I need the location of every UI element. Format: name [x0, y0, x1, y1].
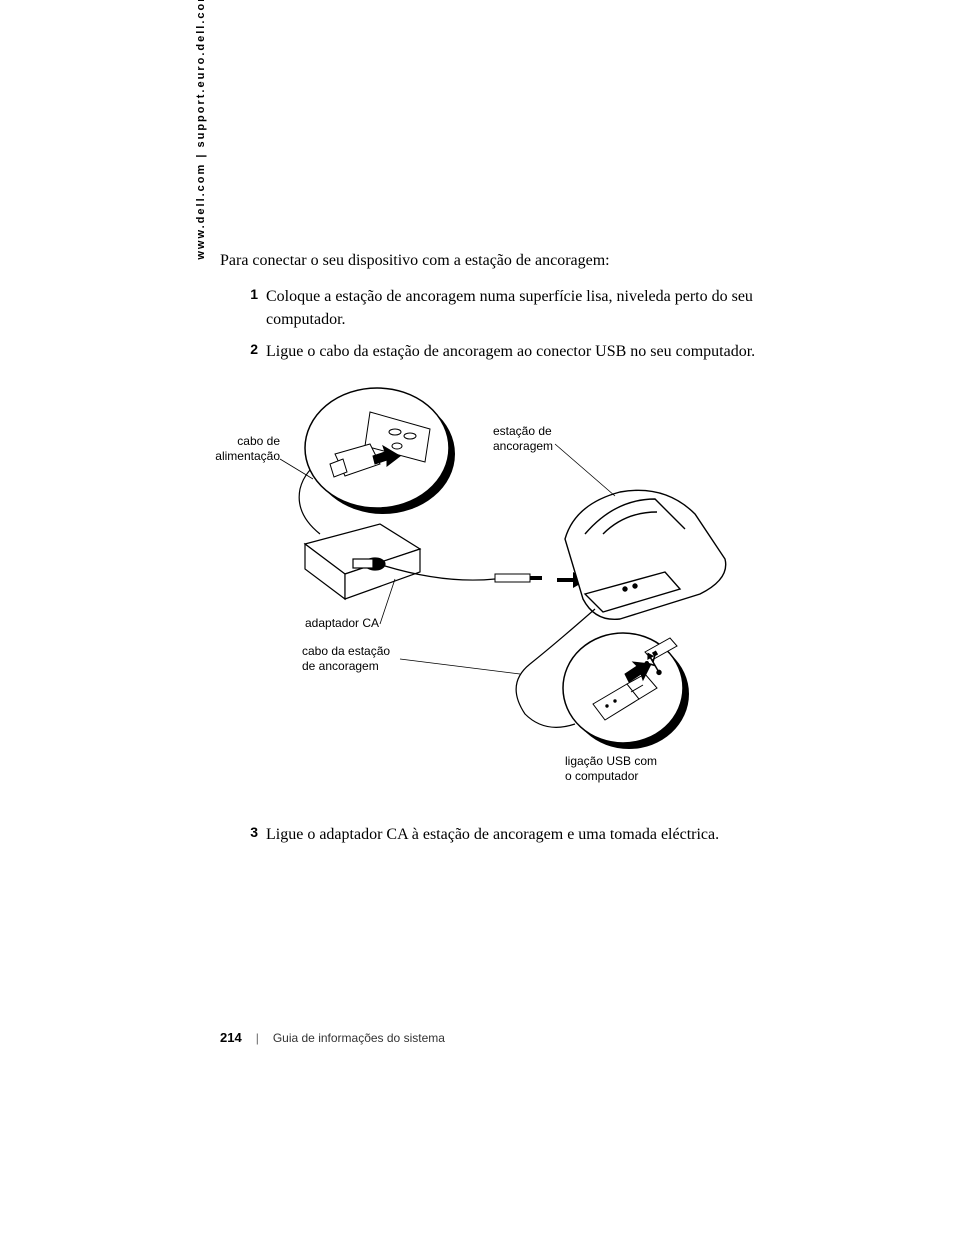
docking-diagram: cabo dealimentação estação deancoragem a…	[225, 384, 745, 804]
callout-cradle-cable: cabo da estaçãode ancoragem	[302, 644, 390, 675]
step-number: 1	[244, 286, 266, 302]
side-url: www.dell.com | support.euro.dell.com	[195, 0, 207, 390]
page-footer: 214 | Guia de informações do sistema	[220, 1030, 445, 1045]
footer-separator: |	[256, 1031, 259, 1045]
callout-ac-adapter: adaptador CA	[305, 616, 379, 632]
step-number: 2	[244, 341, 266, 357]
callout-dock-station: estação deancoragem	[493, 424, 553, 455]
step-1: 1 Coloque a estação de ancoragem numa su…	[244, 286, 774, 331]
steps-list-cont: 3 Ligue o adaptador CA à estação de anco…	[220, 824, 774, 846]
step-2: 2 Ligue o cabo da estação de ancoragem a…	[244, 341, 774, 363]
page-number: 214	[220, 1030, 242, 1045]
page: www.dell.com | support.euro.dell.com Par…	[0, 0, 954, 1235]
intro-text: Para conectar o seu dispositivo com a es…	[220, 250, 774, 272]
step-text: Coloque a estação de ancoragem numa supe…	[266, 286, 774, 331]
callout-power-cable: cabo dealimentação	[205, 434, 280, 465]
callout-usb-connection: ligação USB como computador	[565, 754, 657, 785]
step-number: 3	[244, 824, 266, 840]
footer-title: Guia de informações do sistema	[273, 1031, 445, 1045]
diagram-svg	[225, 384, 745, 804]
step-text: Ligue o cabo da estação de ancoragem ao …	[266, 341, 774, 363]
step-3: 3 Ligue o adaptador CA à estação de anco…	[244, 824, 774, 846]
steps-list: 1 Coloque a estação de ancoragem numa su…	[220, 286, 774, 363]
step-text: Ligue o adaptador CA à estação de ancora…	[266, 824, 774, 846]
